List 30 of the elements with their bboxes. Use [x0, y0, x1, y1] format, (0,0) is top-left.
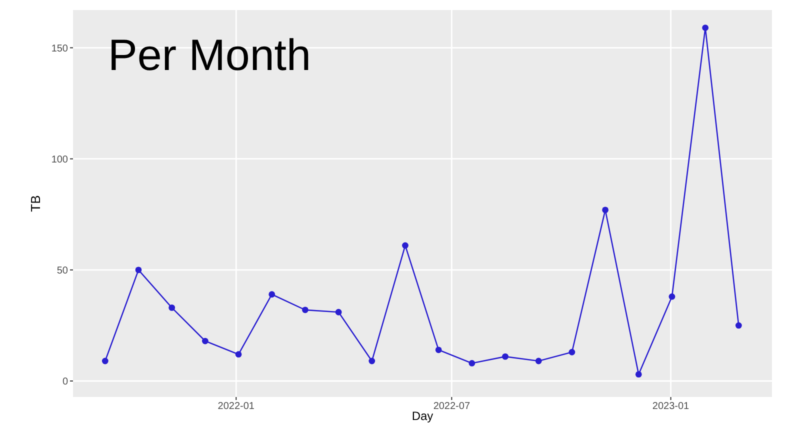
point	[202, 338, 208, 344]
point	[502, 353, 508, 360]
point	[568, 348, 576, 356]
text: Per Month	[108, 31, 311, 80]
y-tick-label: 50	[56, 265, 68, 276]
point	[102, 358, 108, 364]
x-axis-title: Day	[412, 409, 434, 423]
y-tick-label: 0	[62, 376, 68, 388]
y-tick-label: 100	[51, 154, 68, 166]
point	[368, 358, 376, 364]
point	[302, 306, 308, 314]
point	[668, 293, 676, 300]
point	[168, 304, 176, 311]
point	[402, 242, 408, 249]
point	[535, 358, 542, 364]
x-tick-label: 2022-07	[433, 401, 470, 412]
point	[468, 360, 476, 366]
x-tick-label: 2023-01	[652, 401, 690, 412]
point	[268, 291, 276, 298]
point	[602, 206, 608, 214]
point	[702, 24, 709, 31]
point	[635, 371, 642, 378]
y-tick-label: 150	[51, 43, 68, 54]
point	[135, 266, 142, 274]
point	[335, 308, 342, 316]
point	[235, 351, 242, 358]
y-axis-title: TB	[28, 195, 43, 212]
x-tick-label: 2022-01	[218, 401, 255, 412]
point	[735, 322, 742, 329]
point	[435, 346, 442, 354]
